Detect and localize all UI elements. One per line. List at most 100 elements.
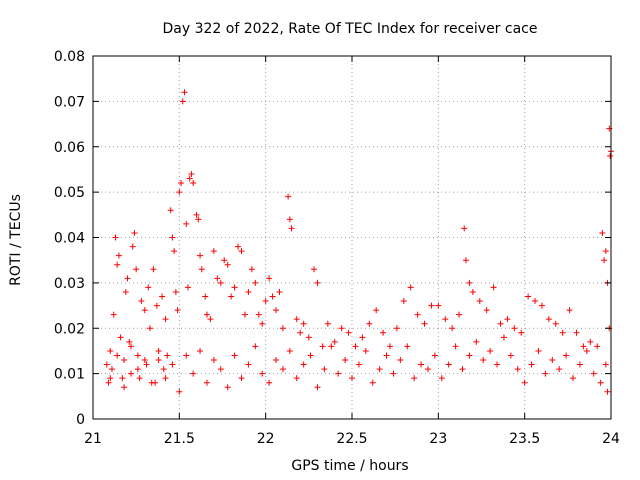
data-point	[197, 252, 204, 259]
data-point	[276, 288, 283, 295]
data-point	[300, 361, 307, 368]
data-point	[214, 275, 221, 282]
data-point	[424, 366, 431, 373]
data-point	[359, 334, 366, 341]
data-point	[207, 316, 214, 323]
data-point	[456, 311, 463, 318]
data-point	[266, 275, 273, 282]
data-point	[300, 320, 307, 327]
data-point	[373, 307, 380, 314]
data-point	[164, 352, 171, 359]
x-axis-label: GPS time / hours	[291, 458, 408, 474]
data-point	[119, 375, 126, 382]
data-point	[476, 298, 483, 305]
data-point	[369, 379, 376, 386]
data-point	[449, 325, 456, 332]
data-point	[545, 316, 552, 323]
data-point	[414, 311, 421, 318]
data-point	[556, 366, 563, 373]
data-point	[487, 347, 494, 354]
x-tick-label: 22	[257, 431, 275, 447]
data-point	[252, 279, 259, 286]
data-point	[349, 375, 355, 382]
data-point	[393, 325, 400, 332]
data-point	[570, 375, 577, 382]
data-point	[338, 325, 345, 332]
data-point	[438, 375, 445, 382]
data-point	[421, 320, 428, 327]
data-point	[114, 352, 121, 359]
data-point	[428, 302, 435, 309]
y-tick-label: 0.02	[54, 321, 85, 337]
data-point	[115, 252, 122, 259]
data-point	[511, 325, 518, 332]
data-point	[245, 288, 252, 295]
data-point	[273, 307, 280, 314]
data-point	[293, 316, 300, 323]
data-point	[452, 343, 459, 350]
data-point	[445, 361, 452, 368]
data-point	[162, 375, 169, 382]
data-point	[217, 366, 224, 373]
data-point	[352, 343, 359, 350]
data-point	[235, 243, 242, 250]
data-point	[269, 293, 276, 300]
data-point	[549, 357, 556, 364]
data-point	[126, 338, 133, 345]
data-point	[285, 193, 292, 200]
data-point	[273, 357, 280, 364]
data-point	[155, 357, 162, 364]
data-point	[532, 298, 539, 305]
data-point	[146, 325, 153, 332]
data-point	[319, 343, 326, 350]
data-point	[383, 352, 390, 359]
data-point	[366, 320, 373, 327]
data-point	[103, 361, 110, 368]
data-point	[159, 293, 166, 300]
data-point	[190, 370, 197, 377]
data-point	[590, 370, 597, 377]
data-point	[169, 361, 176, 368]
data-point	[121, 357, 128, 364]
data-point	[324, 320, 331, 327]
data-point	[480, 357, 487, 364]
data-point	[110, 311, 117, 318]
data-point	[179, 98, 186, 105]
y-tick-label: 0.08	[54, 49, 85, 65]
data-point	[469, 288, 476, 295]
y-tick-label: 0.01	[54, 367, 85, 383]
data-point	[252, 343, 259, 350]
data-point	[245, 361, 252, 368]
data-point	[195, 216, 202, 223]
data-point	[202, 293, 209, 300]
data-point	[514, 366, 521, 373]
data-point	[171, 248, 178, 255]
data-point	[181, 89, 188, 96]
data-point	[601, 257, 608, 264]
data-point	[507, 352, 514, 359]
data-point	[121, 384, 128, 391]
data-point	[155, 347, 162, 354]
y-axis-label: ROTI / TECUs	[8, 194, 24, 286]
x-tick-label: 24	[602, 431, 620, 447]
data-point	[176, 189, 183, 196]
data-point	[311, 266, 318, 273]
data-point	[107, 347, 114, 354]
data-point	[314, 384, 321, 391]
data-point	[583, 347, 590, 354]
data-point	[594, 343, 601, 350]
data-point	[442, 316, 449, 323]
data-point	[248, 266, 255, 273]
data-point	[607, 152, 614, 159]
y-tick-label: 0.05	[54, 185, 85, 201]
data-point	[221, 257, 228, 264]
y-tick-label: 0.06	[54, 140, 85, 156]
data-point	[184, 284, 191, 291]
x-tick-label: 21	[84, 431, 102, 447]
y-tick-label: 0.04	[54, 231, 85, 247]
data-point	[407, 284, 414, 291]
data-point	[566, 307, 573, 314]
data-point	[461, 225, 468, 232]
axis-ticks: 0 0.01 0.02 0.03 0.04 0.05 0.06 0.07 0.08 21 21.5 2…	[54, 49, 620, 447]
data-point	[362, 347, 369, 354]
